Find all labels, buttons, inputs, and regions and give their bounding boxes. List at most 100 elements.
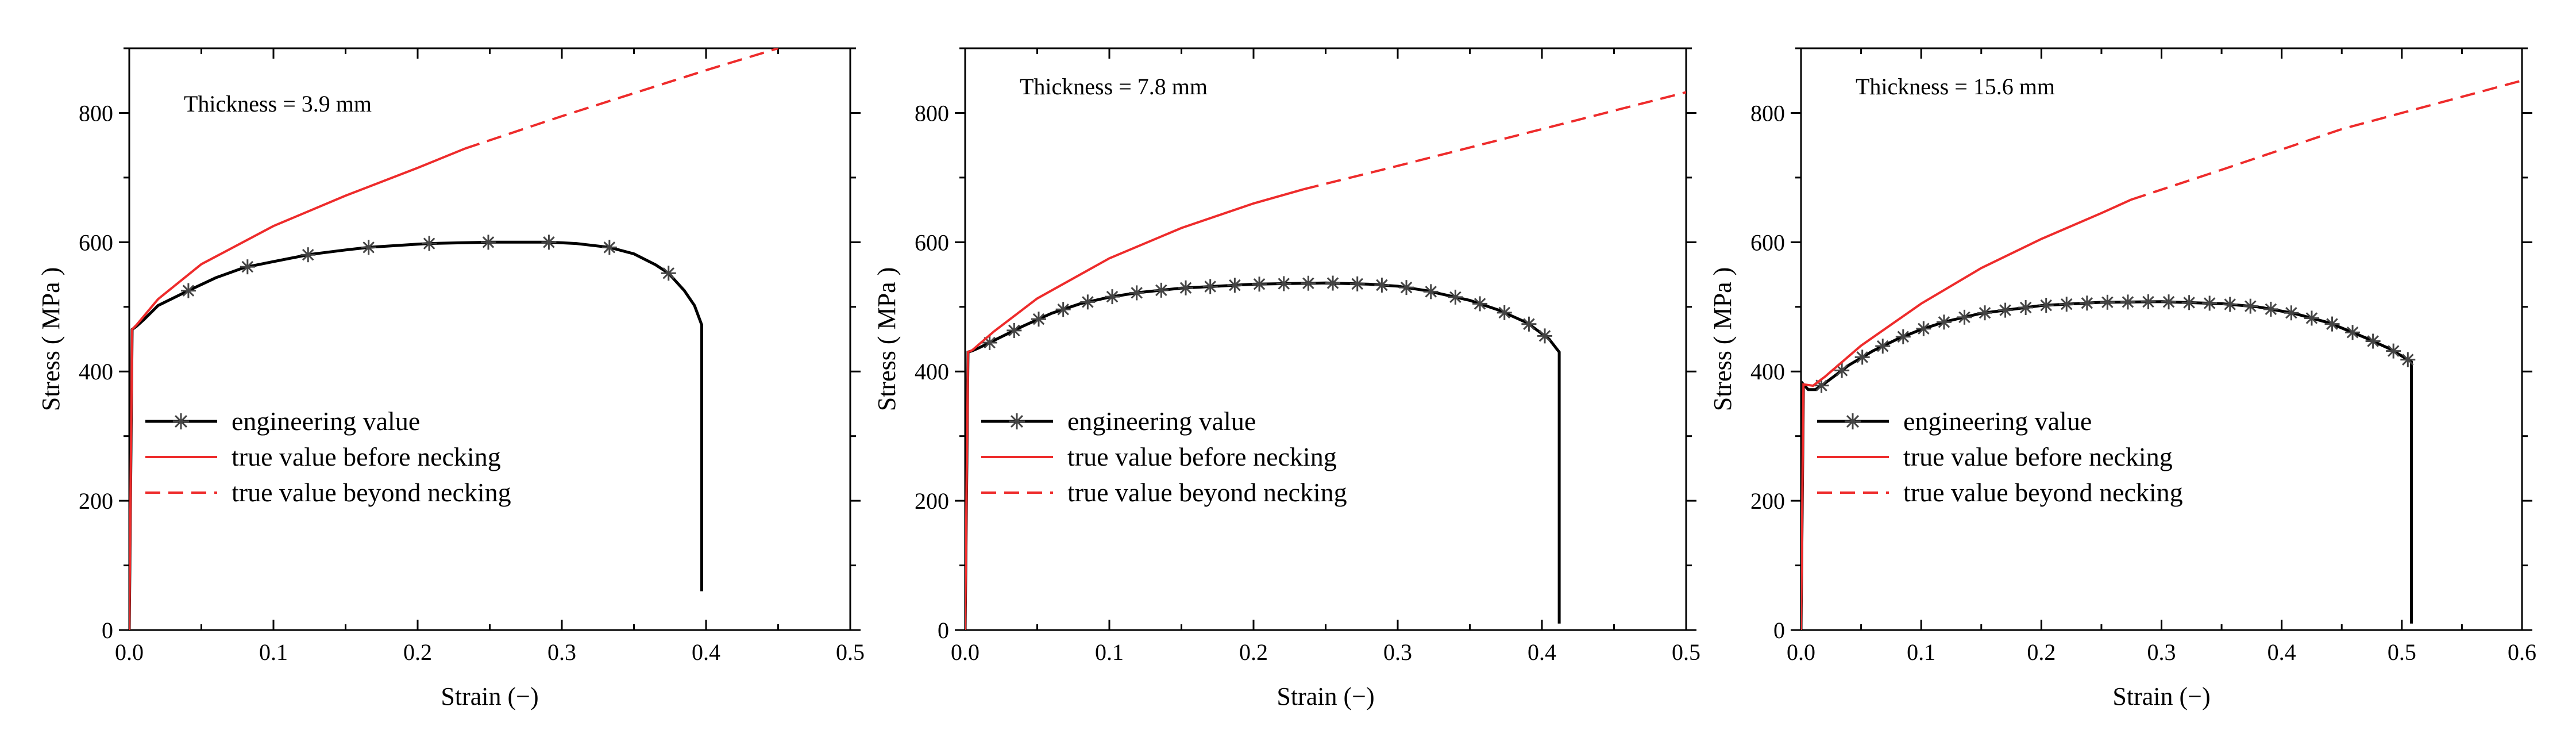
chart-panel-1: 0.0 0.1 0.2 0.3 0.4 0.5 0 200 400 600 800 Strain (−… (37, 47, 865, 711)
y-tick-label: 800 (1750, 100, 1785, 126)
x-tick-label: 0.0 (951, 639, 980, 665)
true-before-necking-curve (965, 188, 1305, 630)
engineering-marker (541, 235, 557, 250)
engineering-marker (2386, 343, 2401, 359)
engineering-marker (2304, 310, 2319, 326)
x-tick-label: 0.4 (692, 639, 720, 665)
engineering-marker (2202, 295, 2218, 311)
engineering-marker (1080, 294, 1096, 310)
x-axis-title: Strain (−) (441, 682, 538, 711)
legend-label: true value before necking (232, 442, 501, 471)
engineering-marker (1007, 322, 1022, 338)
x-tick-label: 0.2 (2027, 639, 2056, 665)
legend-marker-engineering (173, 413, 189, 429)
legend-entry-true-beyond: true value beyond necking (981, 478, 1347, 507)
y-axis-title: Stress ( MPa ) (37, 267, 65, 412)
engineering-marker (1521, 316, 1537, 332)
true-beyond-necking-curve (465, 48, 779, 150)
legend-label: engineering value (1067, 406, 1256, 436)
legend-marker-engineering (1009, 413, 1025, 429)
plot-frame (964, 47, 1687, 631)
engineering-marker (2079, 295, 2095, 311)
engineering-marker (1374, 277, 1390, 293)
legend-label: true value before necking (1903, 442, 2173, 471)
x-tick-label: 0.2 (1239, 639, 1268, 665)
engineering-marker (2018, 300, 2034, 316)
engineering-marker (2222, 297, 2238, 312)
x-tick-label: 0.0 (1787, 639, 1815, 665)
x-tick-label: 0.3 (1383, 639, 1412, 665)
legend-entry-engineering: engineering value (981, 406, 1256, 436)
engineering-marker (1423, 284, 1439, 299)
x-tick-label: 0.1 (1907, 639, 1935, 665)
true-before-necking-curve (1801, 198, 2132, 630)
engineering-marker (2324, 316, 2340, 332)
engineering-marker (1276, 276, 1291, 291)
engineering-marker (1154, 282, 1169, 298)
y-tick-label: 200 (79, 488, 113, 514)
engineering-marker (1957, 309, 1972, 325)
engineering-marker (2141, 294, 2156, 310)
engineering-marker (1031, 312, 1047, 327)
engineering-marker (1301, 275, 1316, 291)
legend-entry-true-beyond: true value beyond necking (145, 478, 511, 507)
engineering-marker (661, 266, 676, 281)
engineering-marker (180, 283, 196, 298)
x-tick-label: 0.5 (1672, 639, 1700, 665)
engineering-marker (2059, 297, 2074, 312)
engineering-marker (982, 335, 997, 350)
legend-label: true value beyond necking (232, 478, 511, 507)
engineering-marker (1936, 314, 1952, 330)
engineering-marker (601, 240, 617, 255)
engineering-curve (129, 240, 703, 630)
y-tick-label: 600 (79, 229, 113, 255)
engineering-marker (1472, 296, 1488, 312)
engineering-marker (2263, 301, 2278, 317)
engineering-marker (2400, 352, 2416, 367)
engineering-marker (480, 235, 496, 250)
engineering-marker (1854, 350, 1870, 365)
engineering-marker (2284, 305, 2299, 321)
x-tick-label: 0.3 (2147, 639, 2176, 665)
engineering-marker (1997, 302, 2013, 318)
engineering-marker (2345, 325, 2361, 340)
x-tick-label: 0.3 (547, 639, 576, 665)
y-tick-label: 600 (1750, 229, 1785, 255)
engineering-marker (240, 259, 255, 275)
engineering-marker (2038, 298, 2054, 313)
y-axis-title: Stress ( MPa ) (873, 267, 901, 412)
x-tick-label: 0.2 (403, 639, 432, 665)
engineering-marker (1129, 285, 1144, 301)
x-axis-title: Strain (−) (2112, 682, 2210, 711)
y-tick-label: 0 (1773, 617, 1785, 643)
legend-entry-true-before: true value before necking (1817, 442, 2173, 471)
engineering-marker (1916, 321, 1931, 336)
x-tick-label: 0.1 (1095, 639, 1124, 665)
engineering-marker (1814, 378, 1829, 393)
y-tick-label: 200 (915, 488, 949, 514)
x-tick-label: 0.5 (836, 639, 865, 665)
thickness-annotation: Thickness = 3.9 mm (184, 91, 372, 117)
engineering-marker (422, 236, 437, 251)
y-tick-label: 0 (102, 617, 113, 643)
engineering-marker (2100, 294, 2115, 310)
x-tick-label: 0.0 (115, 639, 144, 665)
engineering-marker (1252, 277, 1267, 292)
legend-label: engineering value (232, 406, 420, 436)
engineering-marker (2365, 333, 2381, 349)
y-tick-label: 400 (79, 359, 113, 385)
chart-panel-3: 0.0 0.1 0.2 0.3 0.4 0.5 0.6 0 200 400 600 800 Strain… (1709, 47, 2536, 711)
thickness-annotation: Thickness = 7.8 mm (1020, 74, 1208, 99)
y-tick-label: 800 (79, 100, 113, 126)
x-axis-title: Strain (−) (1277, 682, 1374, 711)
y-tick-label: 400 (915, 359, 949, 385)
plot-frame (128, 47, 851, 631)
plot-frame (1800, 47, 2523, 631)
engineering-marker (1227, 278, 1243, 293)
legend-entry-engineering: engineering value (145, 406, 420, 436)
legend-entry-true-beyond: true value beyond necking (1817, 478, 2183, 507)
thickness-annotation: Thickness = 15.6 mm (1856, 74, 2055, 99)
y-tick-label: 600 (915, 229, 949, 255)
engineering-marker (1399, 280, 1414, 295)
